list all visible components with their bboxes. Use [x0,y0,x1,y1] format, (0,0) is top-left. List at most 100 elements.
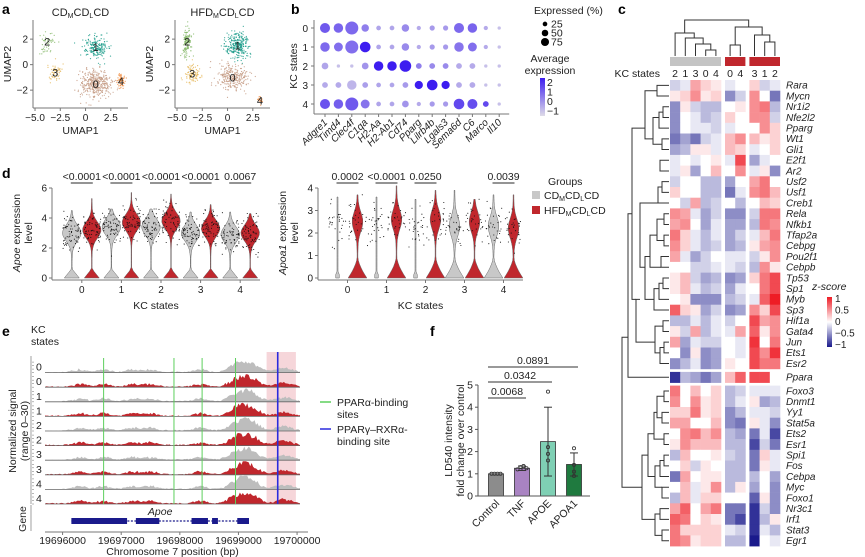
violin-point [328,218,330,220]
umap-point [228,86,230,88]
heatmap-cell [680,176,691,188]
violin-point [393,217,396,219]
violin [82,198,102,279]
violin-point [198,236,200,239]
violin-point [207,224,209,226]
violin-point [189,228,191,230]
heatmap-cell [735,471,746,483]
heatmap-cell [769,229,781,241]
umap-point [48,38,51,41]
panel-label-f: f [430,323,435,339]
umap-point [246,40,248,42]
violin-x-tick-label: 2 [158,285,164,296]
heatmap-cell [710,471,722,483]
dendrogram-link [627,213,669,378]
violin-point [131,225,133,227]
violin-point [184,227,186,229]
violin-point [213,235,215,237]
gene-exon [135,518,160,524]
umap-point [98,48,100,50]
violin-point [137,218,139,220]
umap-point [235,76,238,78]
violin-point [87,236,89,239]
violin-point [139,212,141,214]
violin-point [236,233,238,236]
umap-point [48,41,50,43]
violin-point [116,224,118,226]
violin-point [476,234,478,236]
umap-point [224,37,226,39]
umap-point [234,56,236,58]
violin-point [189,235,191,237]
violin-point [166,207,168,209]
dotplot-dot [376,44,381,50]
umap-point [230,46,232,49]
heatmap-cell [769,417,781,429]
dotplot-dot [402,100,409,108]
track-label: 4 [36,478,42,490]
umap-point [93,91,95,93]
heatmap-cell [749,371,760,383]
umap-point [190,76,192,79]
violin-point [155,224,157,226]
dendrogram-link [656,218,664,241]
heatmap-row-Cebpa: Cebpa [670,471,816,483]
dendrogram-link [734,26,763,45]
umap-point [196,75,198,78]
violin-point [433,231,435,233]
violin-point [64,226,66,228]
violin-point [65,242,67,244]
violin-point [103,230,105,232]
umap-point [92,69,95,72]
violin-point [76,237,78,239]
violin-point [255,253,257,256]
umap-point [121,80,123,82]
umap-point [261,98,263,100]
violin-point [215,223,217,225]
umap-point [247,78,249,80]
violin-y-tick-label: 4 [41,214,47,225]
umap-point [232,85,234,87]
violin-point [256,224,258,226]
heatmap-cell [769,535,781,547]
umap-point [181,79,183,81]
heatmap-cell [769,481,781,493]
violin-point [354,209,356,211]
heatmap-cell [769,122,781,134]
heatmap-cell [749,251,760,263]
violin-point [192,238,194,240]
violin-point [108,239,110,241]
umap-point [227,62,229,64]
heatmap-cell [769,428,781,440]
umap-point [242,55,244,58]
umap-point [241,52,243,54]
heatmap-cell [670,229,681,241]
violin [335,196,340,279]
violin-point [189,227,191,229]
heatmap-cell [690,112,701,124]
umap-point [234,37,236,39]
umap-point [56,79,58,81]
heatmap-cell [690,229,701,241]
umap-point [238,56,240,58]
violin-point [257,215,259,217]
umap-point [92,90,94,92]
heatmap-row-Cebpb: Cebpb [670,261,816,274]
dotplot-dot [389,101,395,107]
violin-point [433,207,435,210]
heatmap-cell [735,133,746,145]
violin-point [186,240,188,242]
umap-point [241,39,243,41]
violin-point [86,233,88,236]
violin-point [113,233,116,235]
violin-point [66,226,68,228]
violin-point [188,216,190,218]
signal-area [45,492,300,504]
umap-point [241,81,243,83]
violin-point [414,225,416,227]
umap-point [51,75,53,77]
umap-point [192,77,194,79]
umap-point [187,25,189,27]
dotplot-dot [333,23,344,33]
heatmap-row-label: Spi1 [786,451,806,462]
